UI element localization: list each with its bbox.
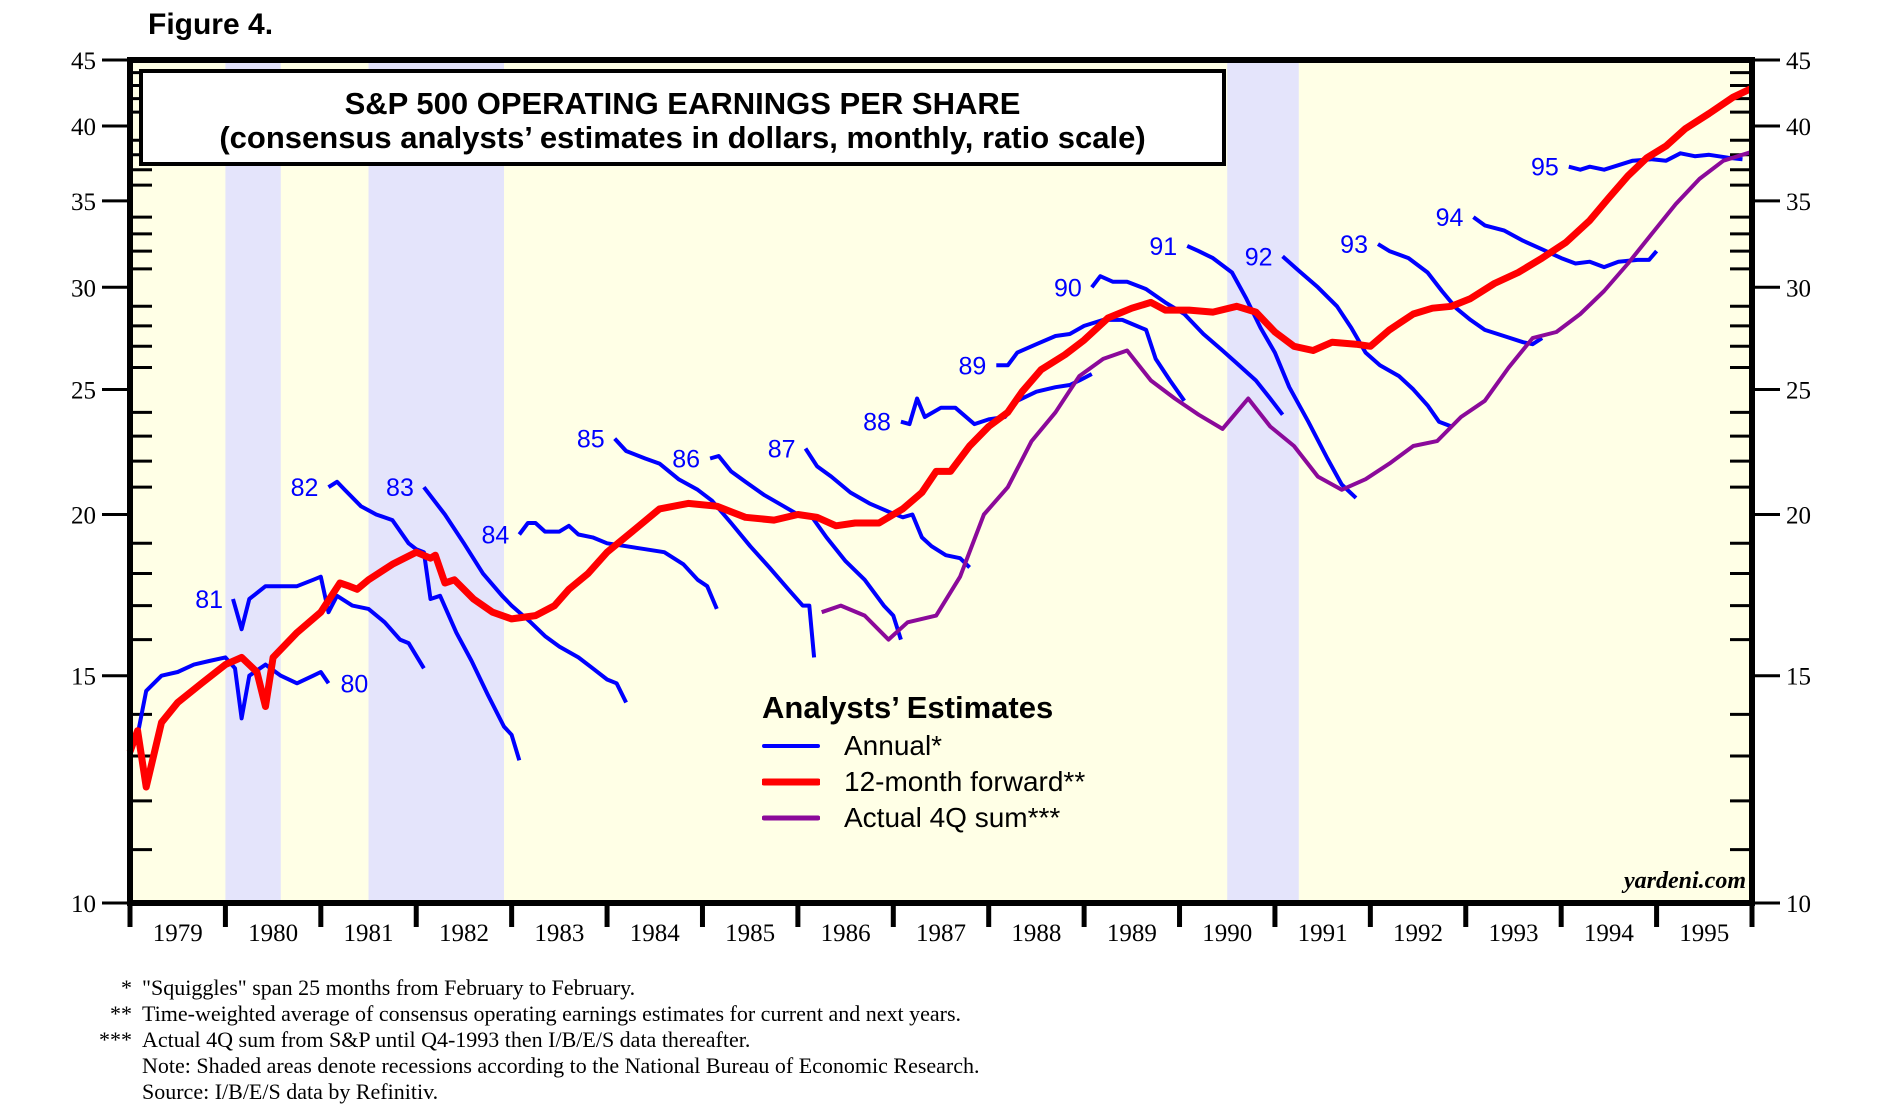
actual-4q-sum-line <box>821 149 1753 642</box>
annual-squiggle-line <box>613 437 817 658</box>
legend-label-actual: Actual 4Q sum*** <box>844 802 1061 833</box>
chart-title: S&P 500 OPERATING EARNINGS PER SHARE <box>344 86 1021 121</box>
legend-swatch-actual <box>762 815 820 821</box>
x-tick-label: 1988 <box>1011 920 1061 947</box>
squiggle-year-label: 82 <box>291 474 319 502</box>
x-tick-label: 1987 <box>916 920 966 947</box>
recession-band <box>1227 60 1299 903</box>
x-tick-label: 1984 <box>630 920 681 947</box>
squiggle-year-label: 88 <box>863 409 891 437</box>
footnote: ** Time-weighted average of consensus ope… <box>110 1001 962 1026</box>
legend-item-forward: 12-month forward** <box>762 764 1085 800</box>
squiggle-year-label: 93 <box>1340 231 1368 259</box>
annual-squiggle-line <box>1281 254 1453 429</box>
x-tick-label: 1983 <box>534 920 584 947</box>
squiggle-year-label: 87 <box>768 435 796 463</box>
annual-squiggle-line <box>231 574 426 670</box>
squiggle-year-label: 83 <box>386 474 414 502</box>
y-tick-label: 10 <box>1786 891 1811 918</box>
y-tick-label: 15 <box>71 664 96 691</box>
series-layer: 80 81 82 83 84 85 86 87 88 89 90 91 92 93 94 95 <box>126 84 1754 791</box>
plot-frame <box>127 57 1755 906</box>
squiggle-year-label: 81 <box>195 586 223 614</box>
annual-squiggle-line <box>803 447 971 569</box>
chart-title-box: S&P 500 OPERATING EARNINGS PER SHARE (co… <box>139 69 1226 166</box>
squiggle-year-label: 94 <box>1436 204 1464 232</box>
y-tick-label: 45 <box>71 48 96 75</box>
annual-squiggle-line <box>1472 215 1659 270</box>
watermark: yardeni.com <box>1624 868 1746 894</box>
x-tick-label: 1985 <box>725 920 775 947</box>
footnote: Source: I/B/E/S data by Refinitiv. <box>142 1079 439 1104</box>
squiggle-year-label: 95 <box>1531 154 1559 182</box>
y-tick-label: 15 <box>1786 664 1811 691</box>
y-tick-label: 30 <box>1786 275 1811 302</box>
annual-squiggle-line <box>996 317 1186 402</box>
squiggle-year-label: 85 <box>577 426 605 454</box>
squiggle-year-label: 86 <box>672 446 700 474</box>
y-tick-label: 25 <box>71 377 96 404</box>
legend-item-annual: Annual* <box>762 728 1085 764</box>
x-tick-label: 1994 <box>1584 920 1635 947</box>
recession-band <box>225 60 281 903</box>
x-tick-label: 1993 <box>1488 920 1538 947</box>
legend-label-annual: Annual* <box>844 730 943 761</box>
squiggle-year-label: 91 <box>1149 233 1177 261</box>
recession-band <box>368 60 505 903</box>
footnotes: * "Squiggles" span 25 months from Februar… <box>90 975 980 1105</box>
annual-squiggle-line <box>517 521 719 610</box>
y-tick-label: 40 <box>71 114 96 141</box>
x-tick-label: 1982 <box>439 920 489 947</box>
x-tick-label: 1992 <box>1393 920 1443 947</box>
x-tick-label: 1980 <box>248 920 298 947</box>
y-tick-label: 30 <box>71 275 96 302</box>
squiggle-year-label: 89 <box>959 352 987 380</box>
forward-earnings-line <box>126 84 1754 791</box>
y-tick-label: 40 <box>1786 114 1811 141</box>
footnote: *** Actual 4Q sum from S&P until Q4-1993 … <box>99 1027 751 1052</box>
footnote: Note: Shaded areas denote recessions acc… <box>142 1053 980 1078</box>
x-axis: 1979 1980 1981 1982 1983 1984 1985 1986 1987 1988… <box>127 903 1755 947</box>
y-tick-label: 35 <box>1786 189 1811 216</box>
x-tick-label: 1979 <box>153 920 203 947</box>
legend: Analysts’ Estimates Annual* 12-month for… <box>762 690 1085 836</box>
recession-shading <box>225 60 1299 903</box>
y-tick-label: 20 <box>71 503 96 530</box>
y-tick-label: 10 <box>71 891 96 918</box>
annual-squiggle-line <box>1090 274 1285 416</box>
legend-swatch-annual <box>762 744 820 748</box>
legend-item-actual: Actual 4Q sum*** <box>762 800 1085 836</box>
annual-squiggle-line <box>900 372 1093 427</box>
figure-label: Figure 4. <box>148 8 274 41</box>
x-tick-label: 1995 <box>1679 920 1729 947</box>
annual-squiggle-line <box>1186 244 1358 500</box>
y-tick-label: 20 <box>1786 503 1811 530</box>
annual-squiggle-line <box>422 485 628 704</box>
annual-squiggle-line <box>1568 151 1743 172</box>
annual-squiggle-line <box>135 655 331 736</box>
legend-label-forward: 12-month forward** <box>844 766 1086 797</box>
legend-title: Analysts’ Estimates <box>762 690 1054 725</box>
footnote: * "Squiggles" span 25 months from Februar… <box>121 975 636 1000</box>
x-tick-label: 1981 <box>344 920 394 947</box>
squiggle-year-label: 90 <box>1054 274 1082 302</box>
chart-subtitle: (consensus analysts’ estimates in dollar… <box>219 120 1146 155</box>
x-tick-label: 1986 <box>821 920 871 947</box>
squiggle-year-label: 80 <box>340 670 368 698</box>
squiggle-year-label: 84 <box>481 521 509 549</box>
x-tick-label: 1990 <box>1202 920 1252 947</box>
x-tick-label: 1991 <box>1298 920 1348 947</box>
y-tick-label: 25 <box>1786 377 1811 404</box>
annual-squiggle-line <box>1376 242 1544 347</box>
y-tick-label: 35 <box>71 189 96 216</box>
y-tick-label: 45 <box>1786 48 1811 75</box>
x-tick-label: 1989 <box>1107 920 1157 947</box>
legend-swatch-forward <box>762 778 820 786</box>
squiggle-year-label: 92 <box>1245 243 1273 271</box>
